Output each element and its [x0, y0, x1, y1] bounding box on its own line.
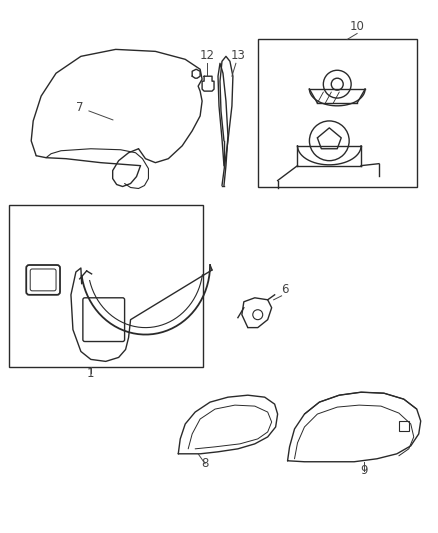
Text: 12: 12	[200, 50, 215, 62]
Text: 6: 6	[281, 283, 288, 296]
Bar	[399, 421, 409, 431]
Bar	[258, 39, 417, 187]
Text: 7: 7	[76, 101, 113, 120]
Text: 13: 13	[230, 50, 245, 62]
Text: 1: 1	[87, 367, 95, 380]
Text: 8: 8	[201, 457, 209, 470]
Text: 9: 9	[360, 464, 368, 477]
Bar	[9, 205, 203, 367]
Text: 10: 10	[350, 20, 364, 33]
